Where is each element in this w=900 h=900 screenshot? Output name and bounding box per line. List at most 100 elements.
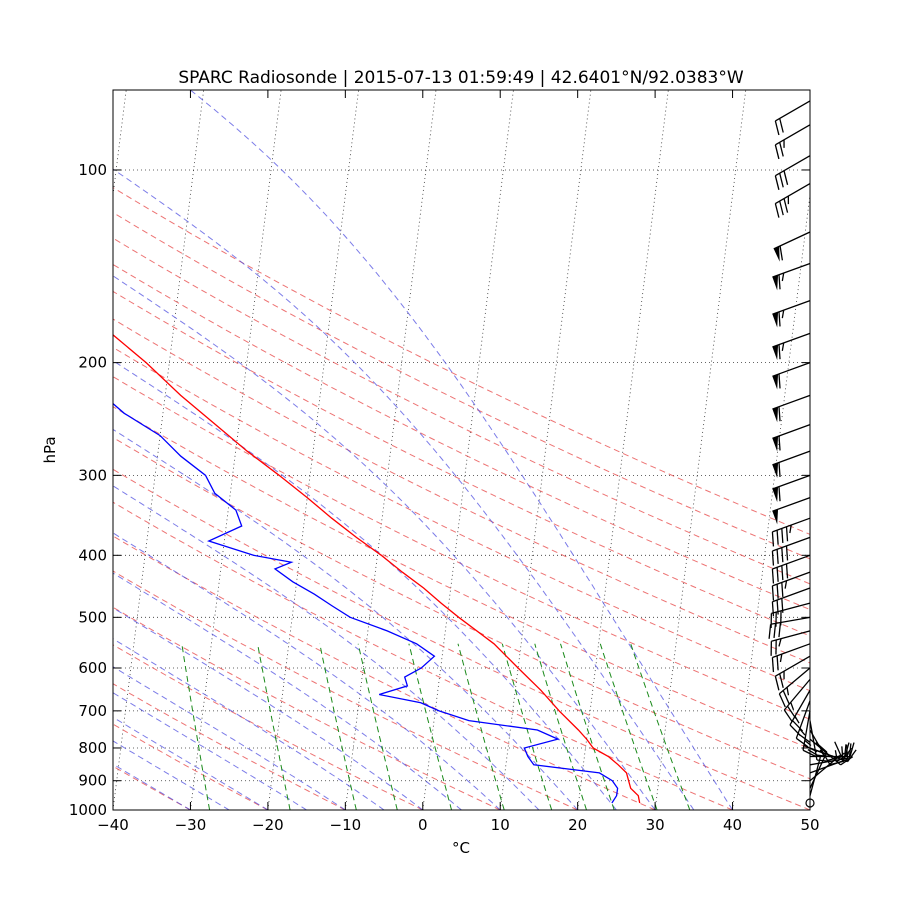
wind-barb [772,424,811,452]
x-axis-ticks: −40 −30 −20 −10 0 10 20 30 40 50 [97,90,820,834]
x-tick-label: −40 [97,816,129,834]
temperature-line [113,334,641,804]
mixing-ratio-line [599,643,658,810]
barb-feather [776,549,779,564]
barb-pennant [772,436,779,452]
barb-pennant [772,275,779,291]
chart-title: SPARC Radiosonde | 2015-07-13 01:59:49 |… [178,68,744,88]
barb-shaft [772,536,811,552]
barb-feather [789,524,792,534]
barb-feather [778,274,781,290]
barb-shaft [783,678,811,711]
barb-feather [785,526,789,542]
wind-barb [809,720,832,763]
barb-feather [795,737,809,748]
isotherm-line [577,90,669,810]
barb-feather [844,742,850,757]
barb-shaft [778,667,811,695]
barb-feather [778,344,781,360]
barb-feather [781,342,785,351]
wind-barb [768,616,811,639]
barb-shaft [809,738,842,766]
barb-feather [792,720,804,732]
wind-barb [772,362,811,390]
isotherm-line [190,90,282,810]
dry-adiabat [113,186,810,535]
barb-pennant [772,312,779,328]
barb-feather [779,173,784,188]
barb-shaft [771,630,811,642]
wind-barb [771,643,811,673]
barb-feather [778,373,781,389]
barb-feather [779,653,783,663]
barb-shaft [775,182,811,205]
wind-barb [771,554,811,584]
x-tick-label: 30 [646,816,665,834]
wind-barb [772,332,811,361]
barb-feather [779,673,784,688]
y-tick-label: 1000 [69,801,107,819]
wind-barb [772,450,811,478]
dry-adiabat [113,436,810,780]
moist-adiabat [113,572,462,810]
wind-barb [771,536,811,566]
wind-barb [771,571,811,601]
y-tick-label: 100 [78,161,107,179]
x-tick-label: −10 [330,816,362,834]
barb-shaft [775,124,811,146]
y-tick-label: 400 [78,546,107,564]
barb-shaft [770,616,811,625]
isotherm-line [267,90,359,810]
barb-pennant [772,407,779,423]
mixing-ratio-line [181,643,211,810]
barb-feather [781,528,784,544]
barb-feather [783,198,789,213]
dry-adiabat [113,606,501,810]
isotherm-line [113,90,205,810]
barb-feather [771,657,775,673]
barb-shaft [795,700,811,739]
barb-pennant [773,246,780,262]
barb-feather [778,693,786,708]
barb-feather [836,752,850,763]
y-tick-label: 900 [78,772,107,790]
barb-feather [781,272,785,282]
moist-adiabat [113,638,385,810]
barb-feather [781,565,784,581]
dry-adiabat [113,468,810,810]
barb-feather [827,756,842,761]
y-tick-label: 500 [78,608,107,626]
y-tick-label: 700 [78,702,107,720]
barb-feather [778,311,781,327]
barb-feather [782,690,790,705]
moist-adiabat [113,428,579,810]
wind-barb [771,587,811,617]
barb-shaft [772,496,811,512]
barb-shaft [775,155,811,177]
barb-feather [779,245,784,261]
barb-feather [778,638,782,647]
barb-feather [774,175,780,190]
wind-barb [774,100,811,136]
moist-adiabats [113,90,734,810]
barb-feather [779,142,784,157]
barb-feather [784,580,788,589]
moist-adiabat [113,740,230,810]
barb-feather [840,756,854,766]
barb-feather [799,728,806,736]
barb-shaft [772,571,811,587]
barb-feather [776,530,779,545]
barb-feather [778,462,781,478]
wind-barb [772,394,811,423]
barb-feather [832,755,841,760]
y-axis-label: hPa [41,436,59,463]
y-tick-label: 200 [78,354,107,372]
barb-feather [771,568,775,584]
barb-feather [778,406,781,422]
isotherm-line [344,90,437,810]
y-tick-label: 300 [78,466,107,484]
x-tick-label: −30 [175,816,207,834]
isotherm-line [499,90,592,810]
moist-adiabat [113,532,501,810]
wind-barb [772,496,811,525]
